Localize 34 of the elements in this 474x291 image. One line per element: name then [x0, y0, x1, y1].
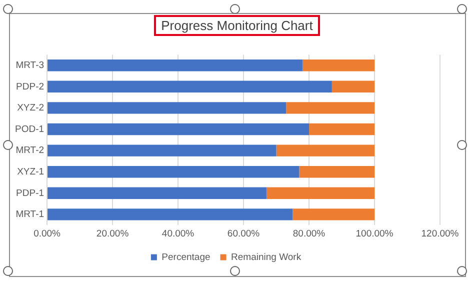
bar	[48, 59, 302, 72]
x-tick-label: 40.00%	[162, 228, 195, 240]
x-tick-label: 100.00%	[356, 228, 394, 240]
x-tick-label: 60.00%	[227, 228, 260, 240]
chart-title: Progress Monitoring Chart	[154, 15, 320, 36]
bar	[48, 187, 266, 200]
bar	[48, 166, 300, 178]
bar	[48, 102, 286, 114]
bar	[292, 208, 375, 220]
y-tick-label: XYZ-2	[17, 102, 44, 114]
legend-label: Remaining Work	[231, 252, 302, 263]
bar	[266, 187, 375, 200]
legend-label: Percentage	[162, 252, 210, 263]
y-tick-label: MRT-2	[16, 145, 44, 156]
y-tick-label: POD-1	[14, 124, 44, 135]
bar	[309, 123, 375, 136]
bar	[276, 144, 375, 156]
y-tick-label: PDP-1	[16, 188, 44, 199]
x-tick-label: 120.00%	[421, 228, 460, 240]
bar	[286, 102, 375, 114]
bar	[48, 80, 332, 93]
bar	[48, 123, 310, 136]
bar	[299, 166, 375, 178]
x-tick-label: 0.00%	[34, 228, 62, 240]
y-tick-label: MRT-3	[16, 60, 44, 71]
bar	[302, 59, 375, 72]
bar	[332, 80, 375, 93]
x-tick-label: 20.00%	[96, 228, 130, 240]
y-tick-label: MRT-1	[16, 209, 44, 220]
bar	[48, 144, 276, 156]
y-tick-label: PDP-2	[16, 81, 44, 92]
bar	[48, 208, 293, 220]
y-tick-label: XYZ-1	[17, 166, 44, 178]
x-tick-label: 80.00%	[292, 228, 326, 240]
